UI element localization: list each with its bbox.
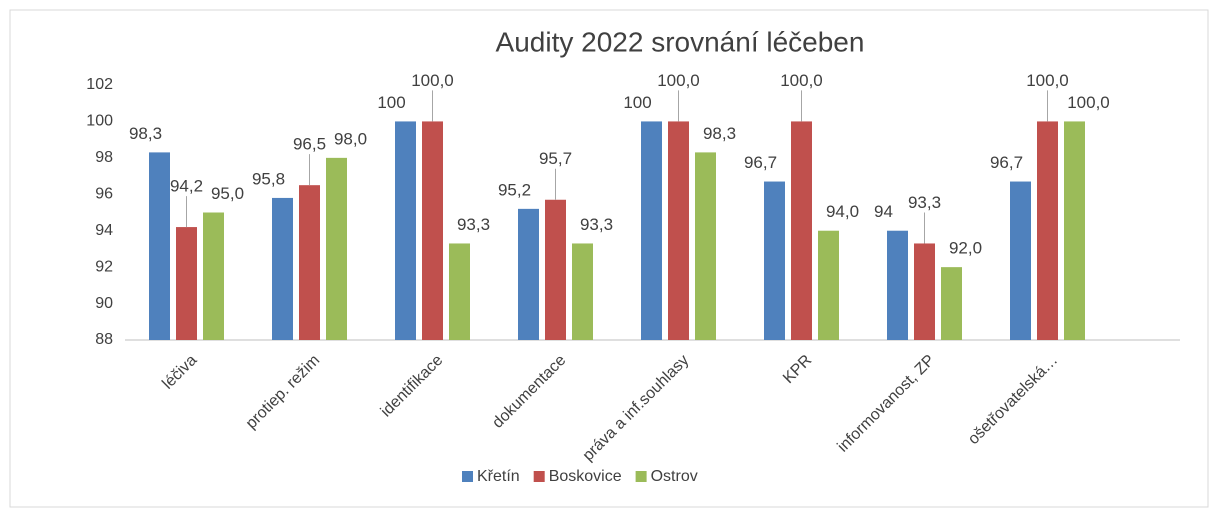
bar: [818, 230, 839, 340]
x-tick-label: protiep. režim: [243, 352, 324, 433]
legend-label: Ostrov: [651, 468, 698, 485]
data-label: 94,0: [826, 202, 859, 221]
data-label: 98,3: [129, 124, 162, 143]
x-tick-label: léčiva: [159, 352, 200, 393]
data-label: 93,3: [457, 215, 490, 234]
x-tick-label: informovanost, ZP: [834, 352, 938, 456]
y-tick-label: 94: [95, 222, 113, 239]
data-label: 100,0: [1026, 71, 1069, 90]
data-label: 93,3: [908, 193, 941, 212]
bar: [941, 267, 962, 340]
data-label: 96,7: [990, 153, 1023, 172]
y-tick-label: 88: [95, 331, 113, 348]
x-tick-label: ošetřovatelská…: [965, 352, 1061, 448]
data-label: 98,0: [334, 129, 367, 148]
bar: [914, 243, 935, 340]
data-label: 100: [623, 93, 651, 112]
bar: [1064, 121, 1085, 340]
data-label: 95,8: [252, 169, 285, 188]
y-tick-label: 98: [95, 149, 113, 166]
x-tick-label: identifikace: [378, 352, 447, 421]
bar: [203, 212, 224, 340]
bar: [299, 185, 320, 340]
bar: [695, 152, 716, 340]
bar: [422, 121, 443, 340]
bar: [176, 227, 197, 340]
y-tick-label: 90: [95, 295, 113, 312]
bar: [572, 243, 593, 340]
bar: [641, 121, 662, 340]
bar: [764, 181, 785, 340]
y-tick-label: 100: [86, 113, 113, 130]
bar: [326, 157, 347, 340]
bar: [668, 121, 689, 340]
data-label: 95,0: [211, 184, 244, 203]
data-label: 100,0: [1067, 93, 1110, 112]
data-label: 100,0: [780, 71, 823, 90]
data-label: 94: [874, 202, 893, 221]
legend-label: Křetín: [477, 468, 520, 485]
legend-swatch: [635, 471, 647, 482]
x-tick-label: dokumentace: [489, 352, 569, 432]
x-tick-label: práva a inf.souhlasy: [580, 352, 693, 465]
data-label: 92,0: [949, 239, 982, 258]
data-label: 95,7: [539, 149, 572, 168]
data-label: 95,2: [498, 180, 531, 199]
legend-swatch: [462, 471, 473, 482]
data-label: 100: [377, 93, 405, 112]
bar: [518, 208, 539, 340]
y-tick-label: 102: [86, 76, 113, 93]
data-label: 96,5: [293, 135, 326, 154]
bar: [887, 230, 908, 340]
chart-frame: [9, 9, 1209, 508]
bar: [395, 121, 416, 340]
data-label: 98,3: [703, 124, 736, 143]
y-tick-label: 92: [95, 258, 113, 275]
chart-title: Audity 2022 srovnání léčeben: [496, 26, 865, 57]
bar: [149, 152, 170, 340]
bar: [545, 199, 566, 340]
bar: [1037, 121, 1058, 340]
bar: [449, 243, 470, 340]
y-tick-label: 96: [95, 186, 113, 203]
data-label: 100,0: [657, 71, 700, 90]
bar: [272, 197, 293, 340]
legend-label: Boskovice: [549, 468, 622, 485]
data-label: 96,7: [744, 153, 777, 172]
data-label: 100,0: [411, 71, 454, 90]
legend-swatch: [533, 471, 545, 482]
data-label: 93,3: [580, 215, 613, 234]
bar: [791, 121, 812, 340]
data-label: 94,2: [170, 177, 203, 196]
x-tick-label: KPR: [780, 352, 815, 387]
bar: [1010, 181, 1031, 340]
